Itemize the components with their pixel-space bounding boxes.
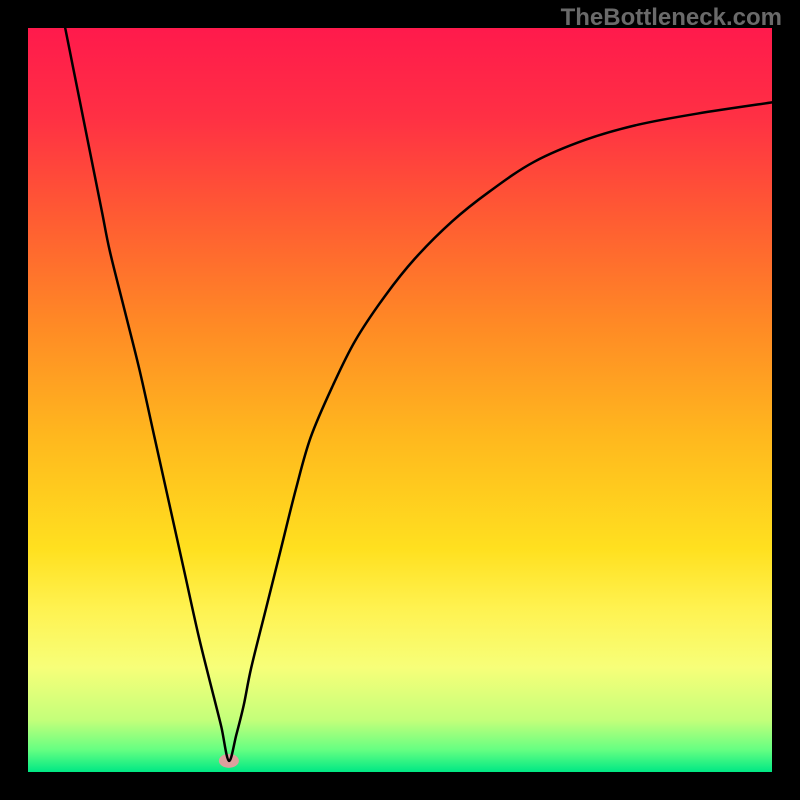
chart-container: TheBottleneck.com <box>0 0 800 800</box>
attribution-text: TheBottleneck.com <box>561 4 782 32</box>
plot-area <box>28 28 772 772</box>
bottleneck-curve <box>28 28 772 772</box>
border-left <box>0 0 28 800</box>
curve-path <box>65 28 772 761</box>
border-right <box>772 0 800 800</box>
border-bottom <box>0 772 800 800</box>
